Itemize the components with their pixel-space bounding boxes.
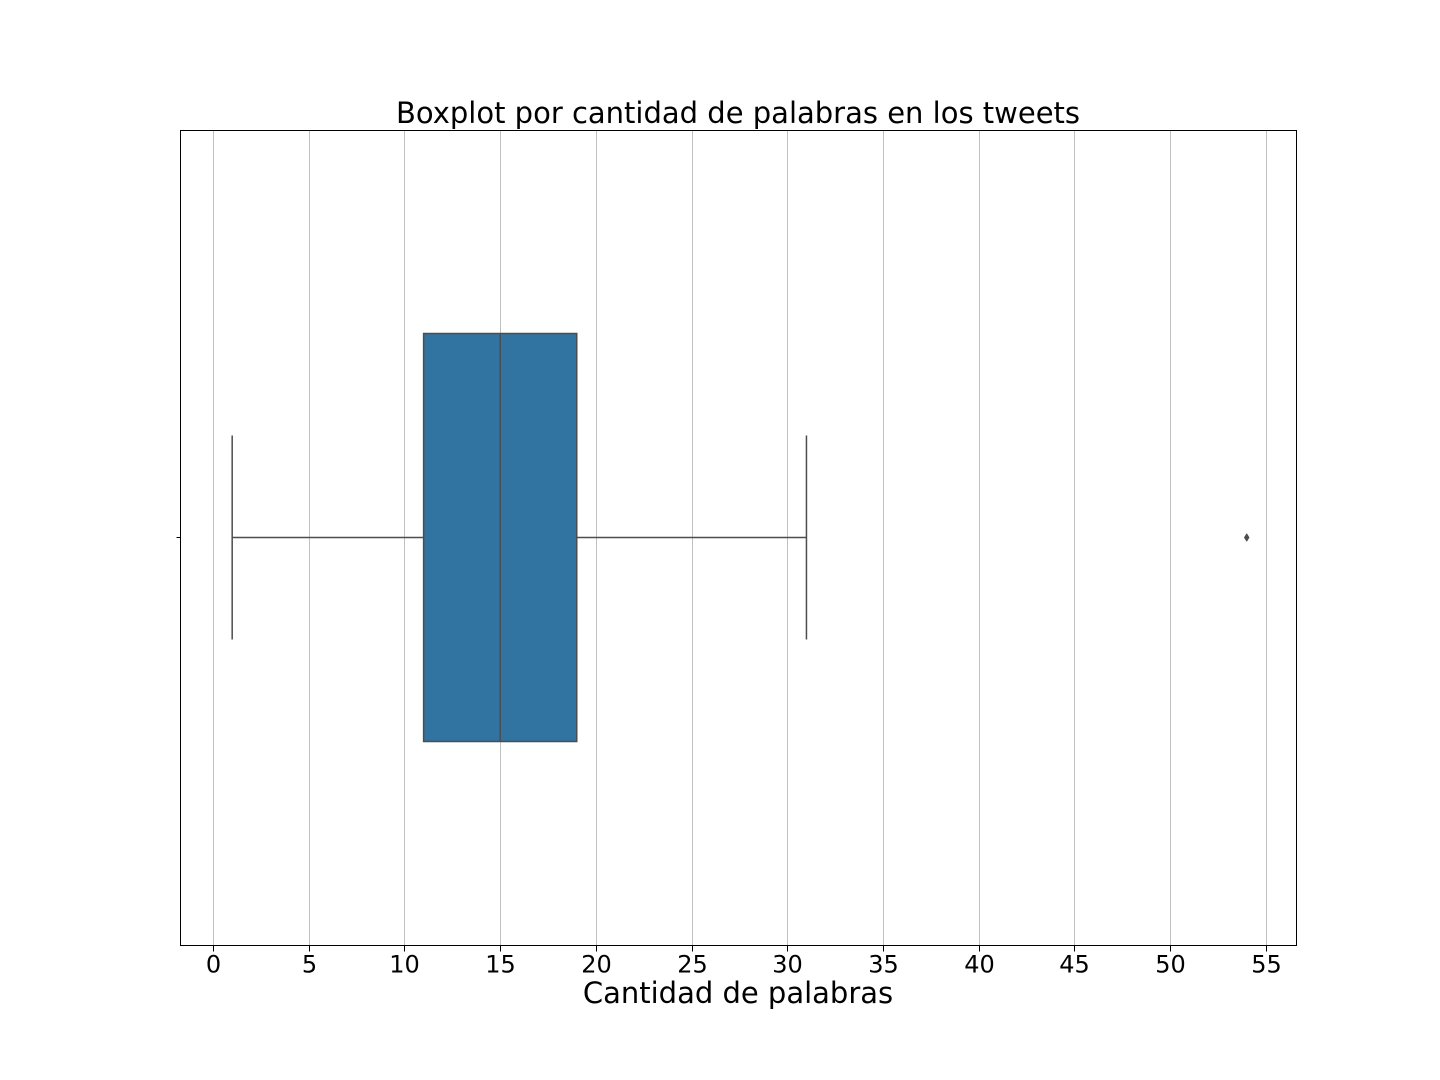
x-tick-label: 50 — [1155, 951, 1186, 979]
chart-title: Boxplot por cantidad de palabras en los … — [396, 96, 1080, 130]
x-tick-label: 30 — [772, 951, 803, 979]
x-axis-label: Cantidad de palabras — [583, 976, 893, 1010]
x-tick-label: 20 — [581, 951, 612, 979]
x-tick-label: 55 — [1251, 951, 1282, 979]
x-tick-label: 15 — [485, 951, 516, 979]
x-tick-label: 45 — [1059, 951, 1090, 979]
x-tick-label: 35 — [868, 951, 899, 979]
x-tick-label: 0 — [206, 951, 221, 979]
boxplot — [231, 332, 1250, 743]
outlier-point — [1243, 533, 1250, 542]
x-tick-label: 10 — [389, 951, 420, 979]
x-axis-ticks: 0 5 10 15 20 25 30 35 40 45 50 55 — [176, 537, 1282, 979]
x-tick-label: 25 — [677, 951, 708, 979]
x-tick-label: 5 — [302, 951, 317, 979]
x-tick-label: 40 — [964, 951, 995, 979]
